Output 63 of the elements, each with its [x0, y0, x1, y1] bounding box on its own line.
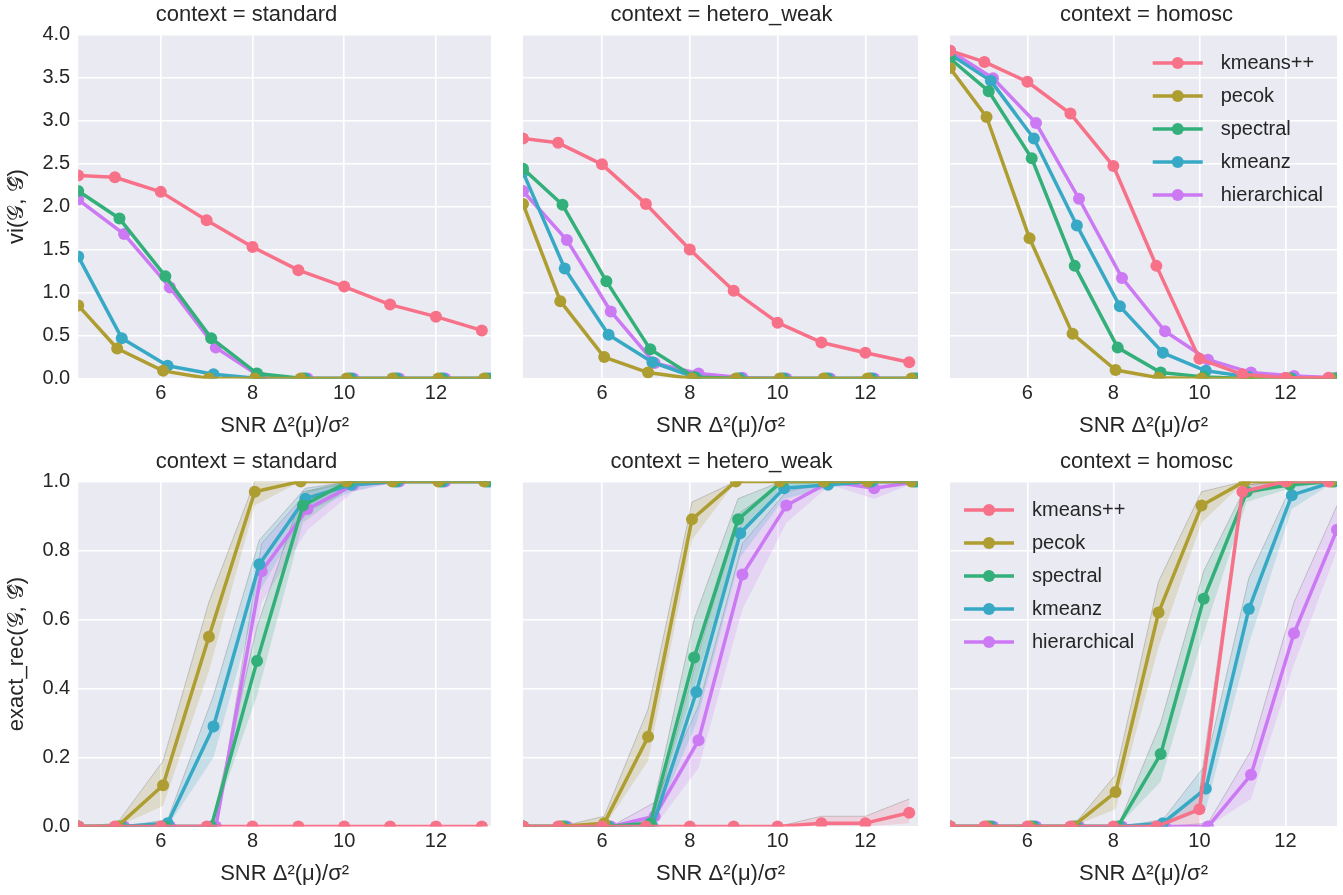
x-tick-label: 12 [424, 829, 448, 852]
legend-label: spectral [1220, 117, 1291, 140]
y-tick-label: 0.6 [42, 607, 71, 629]
x-axis-title: SNR Δ²(μ)/σ² [220, 859, 350, 885]
y-tick-label: 0.5 [42, 323, 71, 346]
legend-label: kmeanz [1032, 597, 1103, 620]
x-tick-label: 6 [155, 381, 167, 404]
x-tick-label: 8 [246, 381, 259, 404]
y-tick-label: 4.0 [42, 21, 71, 44]
x-tick-label: 6 [596, 381, 608, 404]
x-tick-label: 10 [1188, 381, 1211, 404]
x-tick-label: 10 [333, 829, 356, 852]
x-tick-label: 8 [684, 381, 696, 404]
x-tick-label: 10 [766, 381, 789, 404]
chart-title: context = hetero_weak [610, 1, 834, 27]
x-tick-label: 8 [684, 829, 696, 852]
y-tick-label: 0.2 [42, 745, 71, 768]
legend-label: kmeans++ [1220, 51, 1315, 74]
x-tick-label: 12 [424, 381, 448, 404]
x-axis-title: SNR Δ²(μ)/σ² [220, 411, 350, 437]
x-axis-title: SNR Δ²(μ)/σ² [1079, 411, 1208, 437]
x-tick-label: 12 [1274, 829, 1297, 852]
legend-label: pecok [1032, 531, 1087, 554]
chart-title: context = standard [155, 448, 338, 474]
legend-label: hierarchical [1032, 630, 1135, 653]
y-tick-label: 1.0 [42, 468, 71, 491]
x-axis-title: SNR Δ²(μ)/σ² [1079, 859, 1208, 885]
y-tick-label: 3.5 [42, 64, 71, 87]
x-axis-title: SNR Δ²(μ)/σ² [656, 411, 785, 437]
x-tick-label: 10 [1188, 829, 1211, 852]
legend-label: kmeans++ [1032, 498, 1126, 521]
y-tick-label: 0.0 [42, 814, 71, 837]
x-tick-label: 10 [333, 381, 356, 404]
x-tick-label: 6 [596, 829, 608, 852]
y-tick-label: 1.5 [42, 237, 71, 260]
x-tick-label: 12 [1274, 381, 1297, 404]
y-tick-label: 1.0 [42, 280, 71, 303]
x-tick-label: 12 [854, 829, 877, 852]
x-tick-label: 6 [1021, 829, 1033, 852]
x-tick-label: 8 [1107, 829, 1119, 852]
x-axis-title: SNR Δ²(μ)/σ² [656, 859, 785, 885]
x-tick-label: 12 [854, 381, 877, 404]
legend-label: hierarchical [1220, 183, 1323, 206]
x-tick-label: 6 [155, 829, 167, 852]
chart-title: context = homosc [1059, 448, 1234, 474]
chart-title: context = homosc [1059, 1, 1234, 27]
legend-label: kmeanz [1220, 150, 1291, 173]
legend-label: pecok [1220, 84, 1276, 107]
y-tick-label: 2.5 [42, 150, 71, 173]
x-tick-label: 8 [1107, 381, 1119, 404]
y-axis-title: exact_rec(𝒢, 𝒢̂) [3, 576, 29, 732]
chart-title: context = standard [155, 1, 338, 27]
x-tick-label: 6 [1021, 381, 1033, 404]
chart-title: context = hetero_weak [610, 448, 834, 474]
x-tick-label: 8 [246, 829, 259, 852]
y-axis-title: vi(𝒢, 𝒢̂) [3, 169, 29, 244]
y-tick-label: 2.0 [42, 194, 71, 217]
y-tick-label: 0.0 [42, 366, 71, 389]
legend-label: spectral [1032, 564, 1103, 587]
y-tick-label: 3.0 [42, 107, 71, 130]
y-tick-label: 0.8 [42, 537, 71, 560]
y-tick-label: 0.4 [42, 676, 71, 699]
x-tick-label: 10 [766, 829, 789, 852]
